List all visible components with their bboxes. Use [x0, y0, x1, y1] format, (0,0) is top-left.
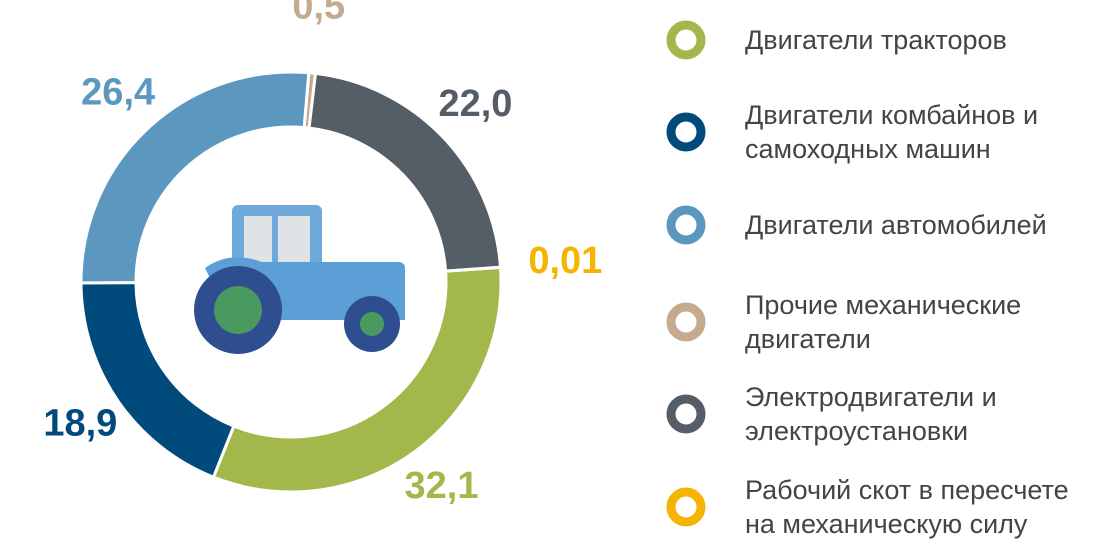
value-label: 22,0: [438, 83, 512, 125]
donut: [79, 70, 503, 494]
legend-swatch: [666, 394, 706, 434]
donut-slice: [444, 265, 503, 273]
value-label: 0,5: [292, 0, 345, 27]
value-label: 18,9: [43, 403, 117, 445]
tractor-icon: [194, 205, 405, 354]
legend-label: Двигатели автомобилей: [745, 210, 1047, 240]
value-label: 26,4: [81, 72, 155, 114]
value-label: 32,1: [405, 465, 479, 507]
value-labels: 32,1 18,9 26,4 0,5 22,0 0,01: [43, 0, 602, 507]
legend-label: Электродвигатели и электроустановки: [745, 382, 997, 446]
legend-swatch: [666, 302, 706, 342]
legend-label: Двигатели тракторов: [745, 25, 1007, 55]
legend-label: Прочие механические двигатели: [745, 290, 1022, 354]
legend-swatch: [666, 487, 706, 527]
legend-swatch: [666, 205, 706, 245]
donut-slice: [211, 265, 503, 494]
value-label: 0,01: [528, 240, 602, 282]
legend-swatch: [666, 20, 706, 60]
legend-label: Рабочий скот в пересчете на механическую…: [745, 475, 1069, 539]
legend-swatch: [666, 112, 706, 152]
legend-label: Двигатели комбайнов и самоходных машин: [745, 100, 1039, 164]
legend: [666, 20, 706, 527]
